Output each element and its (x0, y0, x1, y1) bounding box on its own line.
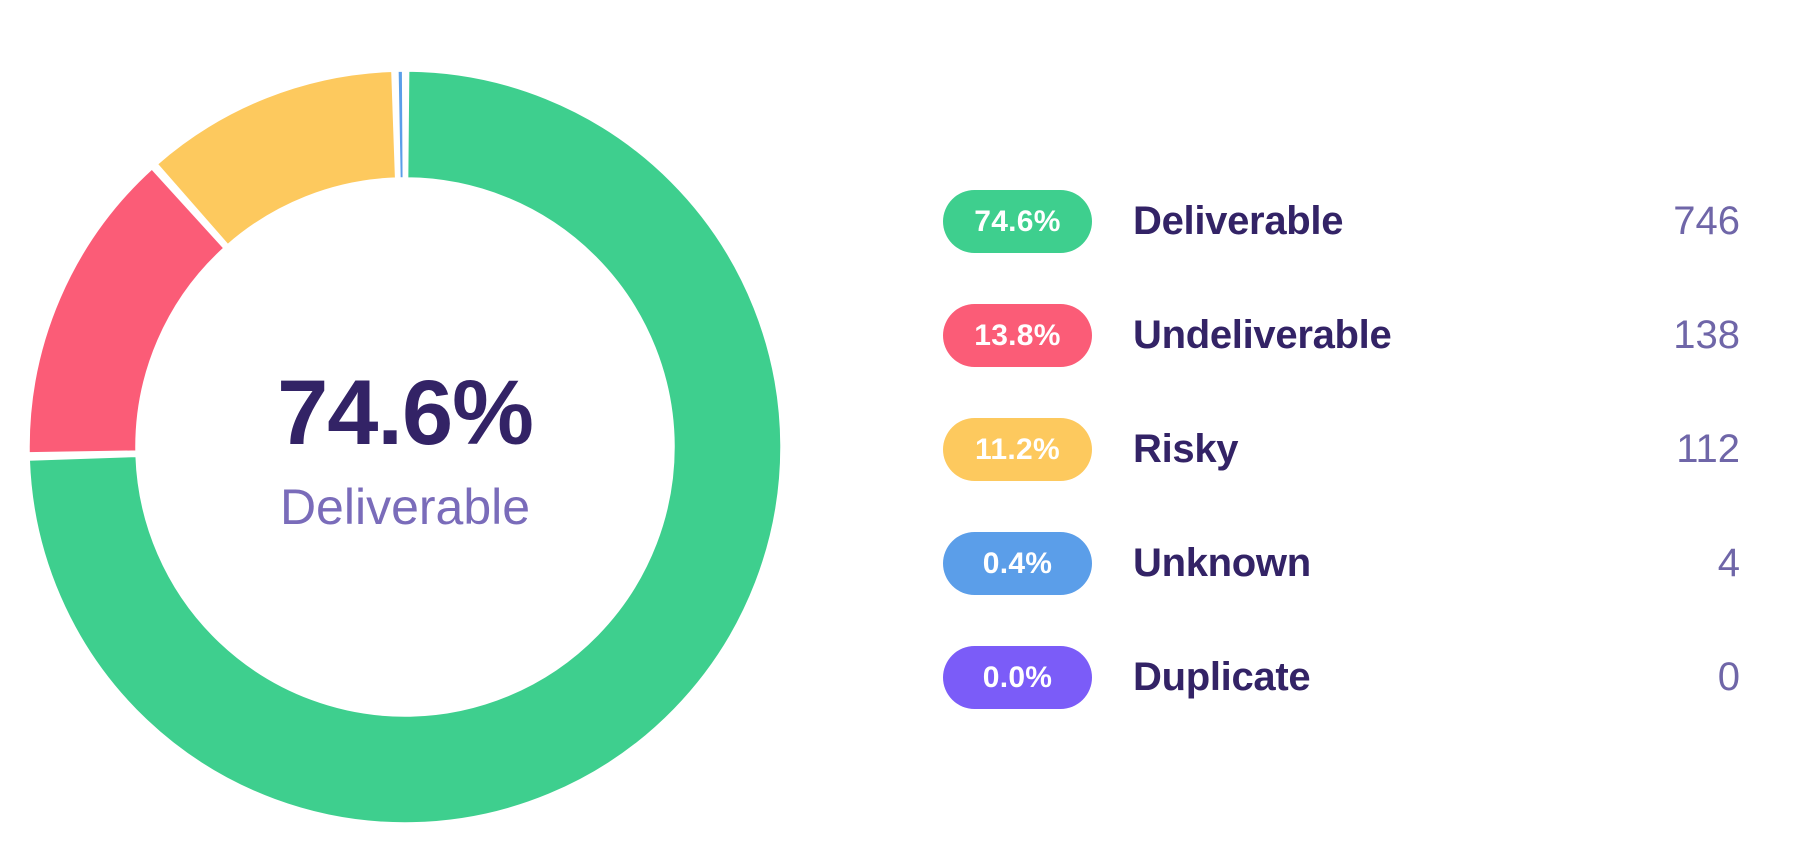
legend-percent-pill: 0.0% (943, 646, 1092, 709)
legend: 74.6% Deliverable 746 13.8% Undeliverabl… (943, 190, 1740, 709)
legend-percent-pill: 0.4% (943, 532, 1092, 595)
donut-slice-risky[interactable] (156, 70, 397, 246)
legend-percent-value: 74.6% (974, 204, 1061, 238)
legend-label: Undeliverable (1133, 313, 1392, 357)
legend-count: 138 (1673, 313, 1740, 357)
legend-count: 0 (1717, 655, 1740, 699)
legend-label: Deliverable (1133, 199, 1344, 243)
donut-chart: 74.6% Deliverable (27, 69, 783, 825)
legend-row-risky[interactable]: 11.2% Risky 112 (943, 418, 1740, 481)
legend-percent-value: 0.4% (982, 546, 1053, 580)
legend-row-duplicate[interactable]: 0.0% Duplicate 0 (943, 646, 1740, 709)
legend-row-deliverable[interactable]: 74.6% Deliverable 746 (943, 190, 1740, 253)
donut-slice-unknown[interactable] (397, 70, 405, 179)
legend-percent-pill: 74.6% (943, 190, 1092, 253)
donut-svg (28, 70, 782, 824)
legend-label: Duplicate (1133, 655, 1311, 699)
legend-label: Unknown (1133, 541, 1311, 585)
donut-slice-deliverable[interactable] (28, 70, 782, 824)
legend-count: 746 (1673, 199, 1740, 243)
legend-label: Risky (1133, 427, 1239, 471)
legend-percent-value: 13.8% (974, 318, 1061, 352)
legend-percent-pill: 13.8% (943, 304, 1092, 367)
legend-row-undeliverable[interactable]: 13.8% Undeliverable 138 (943, 304, 1740, 367)
legend-percent-value: 11.2% (975, 432, 1060, 466)
legend-percent-pill: 11.2% (943, 418, 1092, 481)
donut-slice-undeliverable[interactable] (28, 167, 225, 454)
legend-count: 4 (1717, 541, 1740, 585)
legend-count: 112 (1676, 427, 1740, 471)
legend-percent-value: 0.0% (982, 660, 1053, 694)
legend-row-unknown[interactable]: 0.4% Unknown 4 (943, 532, 1740, 595)
